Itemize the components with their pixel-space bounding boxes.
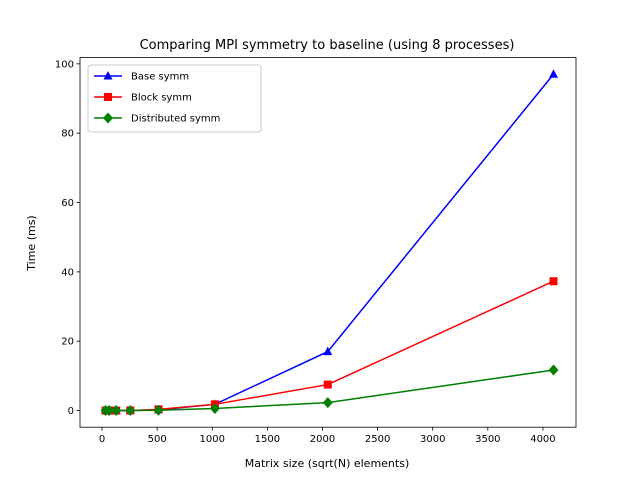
data-point	[209, 402, 220, 414]
legend-marker	[104, 93, 112, 101]
x-tick-label: 0	[99, 434, 105, 445]
x-tick-label: 500	[148, 434, 167, 445]
y-tick-label: 100	[55, 59, 74, 70]
x-axis-label: Matrix size (sqrt(N) elements)	[245, 457, 409, 470]
x-tick-label: 3500	[475, 434, 500, 445]
y-axis-label: Time (ms)	[25, 215, 38, 271]
x-tick-label: 1000	[200, 434, 225, 445]
data-point	[549, 69, 559, 78]
x-tick-label: 2000	[310, 434, 335, 445]
data-point	[549, 277, 558, 286]
data-point	[104, 405, 115, 417]
legend-label: Distributed symm	[131, 114, 220, 125]
legend-marker	[103, 112, 113, 124]
plot-area: 0 500 1000 1500 2000 2500 3000 3500 4000 0 20 40 60 8…	[55, 57, 577, 445]
y-tick-label: 40	[61, 267, 74, 278]
legend-label: Base symm	[131, 72, 189, 83]
x-tick-label: 3000	[420, 434, 445, 445]
chart-title: Comparing MPI symmetry to baseline (usin…	[140, 38, 515, 53]
legend: Base symm Block symm Distributed symm	[87, 64, 262, 133]
data-point	[323, 380, 332, 389]
x-tick-label: 4000	[530, 434, 555, 445]
y-tick-label: 20	[61, 337, 74, 348]
data-point	[153, 404, 164, 416]
data-point	[322, 397, 333, 409]
y-tick-label: 60	[61, 198, 74, 209]
y-tick-label: 0	[68, 406, 74, 417]
data-point	[111, 405, 122, 417]
x-tick-label: 2500	[365, 434, 390, 445]
y-tick-label: 80	[61, 129, 74, 140]
data-point	[548, 364, 559, 376]
x-tick-label: 1500	[255, 434, 280, 445]
legend-box	[87, 64, 262, 133]
data-point	[323, 346, 333, 356]
series-distributed-symm	[100, 364, 559, 417]
legend-marker	[103, 71, 113, 80]
data-point	[125, 405, 136, 417]
legend-label: Block symm	[131, 93, 192, 104]
axes-frame	[79, 57, 577, 428]
